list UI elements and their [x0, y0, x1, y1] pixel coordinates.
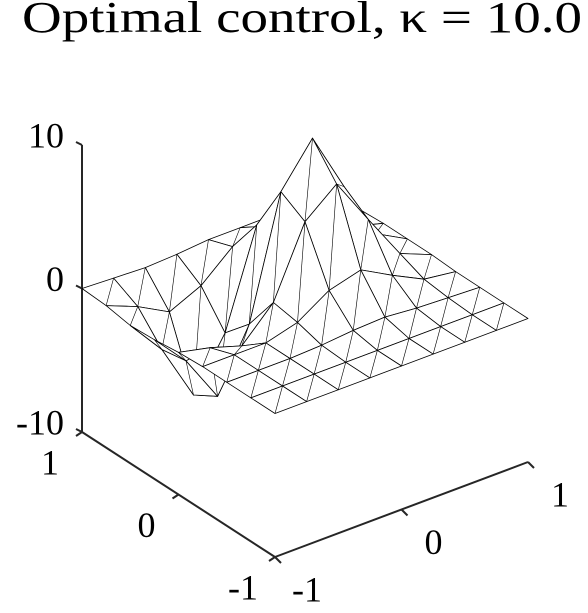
- surface-edge: [352, 269, 362, 331]
- surface-edge: [273, 191, 282, 303]
- surface-edge: [377, 317, 386, 351]
- x-tick-label: 0: [425, 522, 443, 562]
- surface-edge: [169, 254, 178, 312]
- surface-edge: [234, 345, 242, 355]
- y-tick-label: 0: [138, 505, 156, 545]
- surface-edge: [337, 362, 347, 390]
- surface-edge: [369, 350, 378, 378]
- surface-edge: [265, 302, 274, 343]
- surface-edge: [432, 326, 441, 355]
- surface-edge: [161, 311, 170, 350]
- y-tick: [268, 556, 276, 562]
- surface-edge: [313, 345, 322, 375]
- surface-edge: [241, 324, 250, 347]
- surface-edge: [399, 238, 408, 254]
- surface-edge: [154, 339, 163, 350]
- surface-edge: [408, 308, 417, 339]
- y-tick: [75, 431, 83, 437]
- surface-edge: [496, 302, 505, 331]
- surface-edge: [345, 330, 354, 363]
- surface-edge: [137, 267, 146, 307]
- y-tick-label: 1: [41, 442, 59, 482]
- z-tick-label: 0: [46, 259, 64, 299]
- z-tick-label: 10: [28, 115, 64, 155]
- surface-edge: [423, 254, 432, 280]
- surface-edge: [129, 306, 139, 326]
- surface-edge: [224, 246, 233, 333]
- surface-edge: [105, 277, 114, 306]
- surface-edge: [384, 275, 393, 318]
- surface-edge: [321, 290, 330, 346]
- surface-edge: [282, 358, 291, 387]
- surface-edge: [274, 385, 283, 414]
- surface-edge: [202, 347, 211, 367]
- surface-edge: [297, 221, 306, 323]
- surface-edge: [185, 360, 194, 396]
- z-tick: [75, 284, 83, 290]
- surface-edge: [464, 314, 473, 343]
- surface-edge: [306, 374, 315, 402]
- y-tick: [171, 493, 180, 500]
- surface-edge: [416, 279, 425, 309]
- z-tick-label: -10: [16, 402, 64, 442]
- surface-edge: [248, 224, 258, 325]
- surface-edge: [232, 227, 241, 247]
- surface-edge: [471, 287, 481, 315]
- surface-edge: [178, 352, 187, 362]
- surface-edge: [336, 183, 345, 187]
- z-tick: [75, 141, 83, 146]
- surface-edge: [200, 239, 209, 286]
- surface-edge: [401, 338, 410, 367]
- chart-title: Optimal control, κ = 10.0: [22, 0, 582, 42]
- surface-edge: [289, 322, 298, 359]
- surface-edge: [258, 342, 267, 371]
- y-tick-label: -1: [228, 567, 258, 607]
- surface-edge: [226, 354, 235, 383]
- surface-edge: [360, 219, 369, 270]
- x-tick-label: -1: [292, 569, 322, 609]
- z-tick: [75, 428, 83, 433]
- x-tick: [400, 508, 409, 517]
- surface-edge: [304, 138, 313, 222]
- surface-edge: [447, 271, 456, 298]
- x-tick: [274, 556, 282, 564]
- x-tick-label: 1: [551, 474, 569, 514]
- x-tick: [527, 461, 535, 469]
- surface-edge: [250, 370, 259, 398]
- surface-edge: [328, 183, 337, 291]
- surface-edge: [392, 253, 401, 276]
- surface-edge: [440, 297, 449, 327]
